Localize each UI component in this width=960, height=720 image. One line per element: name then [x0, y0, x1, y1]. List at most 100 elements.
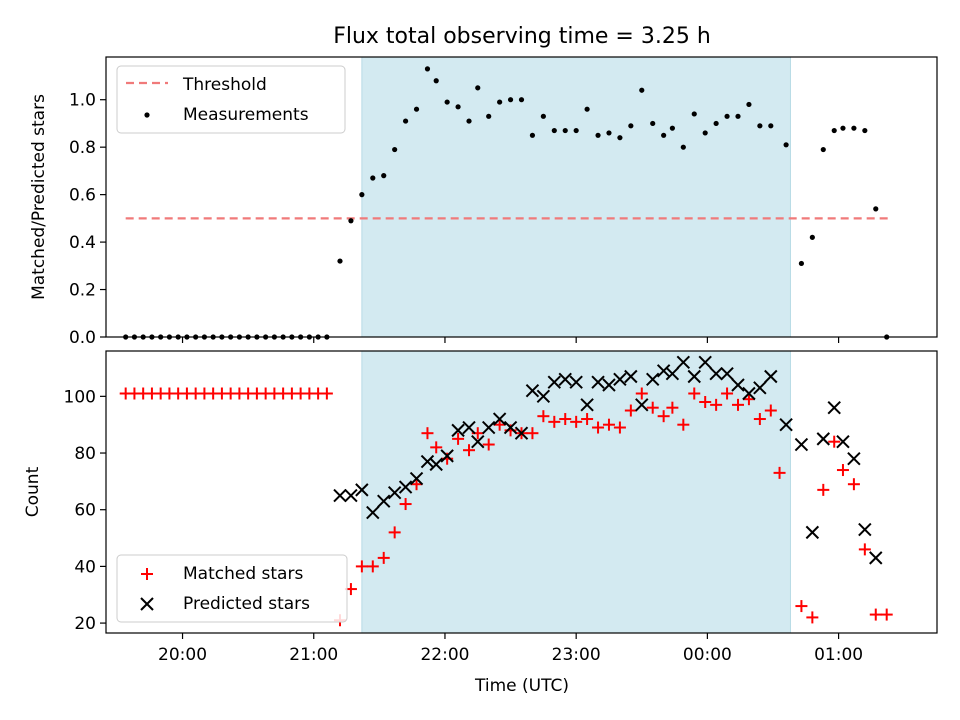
measurement-point [424, 66, 431, 72]
matched-star-point [493, 418, 506, 431]
matched-star-point [847, 478, 860, 491]
predicted-star-point [492, 412, 507, 426]
matched-star-point [602, 418, 615, 431]
measurement-point [650, 120, 656, 127]
predicted-star-point [514, 426, 529, 440]
predicted-star-point [665, 366, 680, 381]
predicted-star-point [558, 372, 572, 387]
measurement-point [413, 106, 420, 112]
matched-star-point [710, 398, 723, 411]
measurement-point [507, 97, 514, 103]
matched-star-point [320, 387, 333, 400]
count-plot-frame [105, 350, 938, 634]
matched-star-point [699, 396, 712, 409]
measurement-point [851, 125, 857, 131]
matched-star-point [773, 466, 786, 479]
predicted-star-point [602, 378, 616, 392]
predicted-star-point [753, 381, 767, 395]
count-points [119, 355, 893, 627]
ratio-plot-frame [105, 56, 938, 338]
x-tick-label: 00:00 [683, 645, 732, 665]
chart-title: Flux total observing time = 3.25 h [333, 24, 711, 49]
predicted-star-point [869, 551, 883, 565]
ratio-x-ticks [181, 337, 840, 343]
predicted-star-point [355, 483, 369, 497]
predicted-star-point [827, 400, 841, 415]
matched-star-point [742, 393, 755, 406]
matched-star-point [721, 387, 734, 400]
measurement-point [724, 113, 730, 119]
measurement-point [798, 260, 805, 267]
measurement-point [595, 132, 601, 138]
predicted-star-point [440, 449, 454, 463]
matched-star-point [836, 464, 849, 477]
measurement-point [518, 97, 525, 103]
matched-star-point [666, 401, 679, 414]
predicted-star-point [525, 383, 540, 398]
legend-measurements-label: Measurements [183, 105, 309, 125]
measurement-point [402, 118, 409, 124]
matched-star-point [795, 600, 808, 613]
y-tick-label: 0.6 [69, 186, 96, 206]
y-tick-label: 20 [74, 614, 96, 634]
predicted-star-point [580, 398, 594, 412]
count-y-axis-label: Count [23, 466, 43, 517]
matched-star-point [581, 413, 594, 426]
observing-window-top [361, 56, 791, 338]
matched-star-point [377, 551, 390, 564]
predicted-star-point [409, 471, 424, 486]
matched-star-point [526, 427, 539, 440]
predicted-star-point [687, 369, 701, 384]
count-x-ticks: 20:00 21:00 22:00 23:00 00:00 01:00 [158, 633, 863, 665]
predicted-star-point [731, 378, 745, 392]
matched-star-point [482, 438, 495, 451]
measurement-point [573, 127, 579, 134]
legend-predicted-swatch [140, 597, 154, 611]
measurement-point [466, 118, 472, 124]
matched-star-point [399, 498, 412, 511]
matched-star-point [731, 398, 744, 411]
predicted-star-point [377, 494, 391, 508]
matched-star-point [635, 387, 648, 400]
predicted-star-point [836, 434, 850, 449]
measurement-point [381, 173, 387, 179]
measurement-point [551, 127, 557, 134]
matched-star-point [559, 413, 572, 426]
measurement-point [702, 130, 708, 136]
measurement-point [348, 218, 354, 224]
predicted-star-point [481, 420, 496, 435]
y-tick-label: 100 [64, 387, 96, 407]
measurement-point [475, 85, 481, 91]
predicted-star-point [764, 369, 778, 384]
measurement-point [337, 258, 343, 264]
measurement-point [783, 142, 789, 148]
measurement-point [809, 234, 815, 240]
y-tick-label: 0.2 [69, 281, 96, 301]
matched-star-point [753, 413, 766, 426]
x-tick-label: 22:00 [420, 645, 469, 665]
predicted-star-point [613, 372, 627, 387]
measurement-point [862, 127, 868, 134]
measurement-point [713, 120, 719, 127]
measurement-point [584, 106, 590, 112]
ratio-y-axis-label: Matched/Predicted stars [29, 94, 49, 300]
predicted-star-point [635, 398, 649, 412]
legend-predicted-label: Predicted stars [183, 594, 310, 614]
measurement-point [735, 113, 741, 119]
measurement-point [486, 113, 492, 119]
count-panel: 20 40 60 80 100 20:00 21:00 22:00 23:00 00:00 01:… [23, 350, 938, 696]
measurement-point [370, 175, 376, 181]
y-tick-label: 0.0 [69, 328, 96, 348]
predicted-star-point [387, 486, 402, 500]
matched-star-point [817, 483, 830, 496]
matched-star-point [355, 560, 368, 573]
measurement-point [455, 104, 461, 110]
predicted-star-point [816, 432, 830, 446]
measurement-point [757, 123, 763, 129]
measurement-point [497, 99, 503, 105]
measurement-point [831, 127, 837, 134]
measurement-point [359, 192, 365, 198]
predicted-star-point [536, 389, 551, 404]
measurement-point [562, 127, 568, 134]
predicted-star-point [794, 437, 809, 452]
